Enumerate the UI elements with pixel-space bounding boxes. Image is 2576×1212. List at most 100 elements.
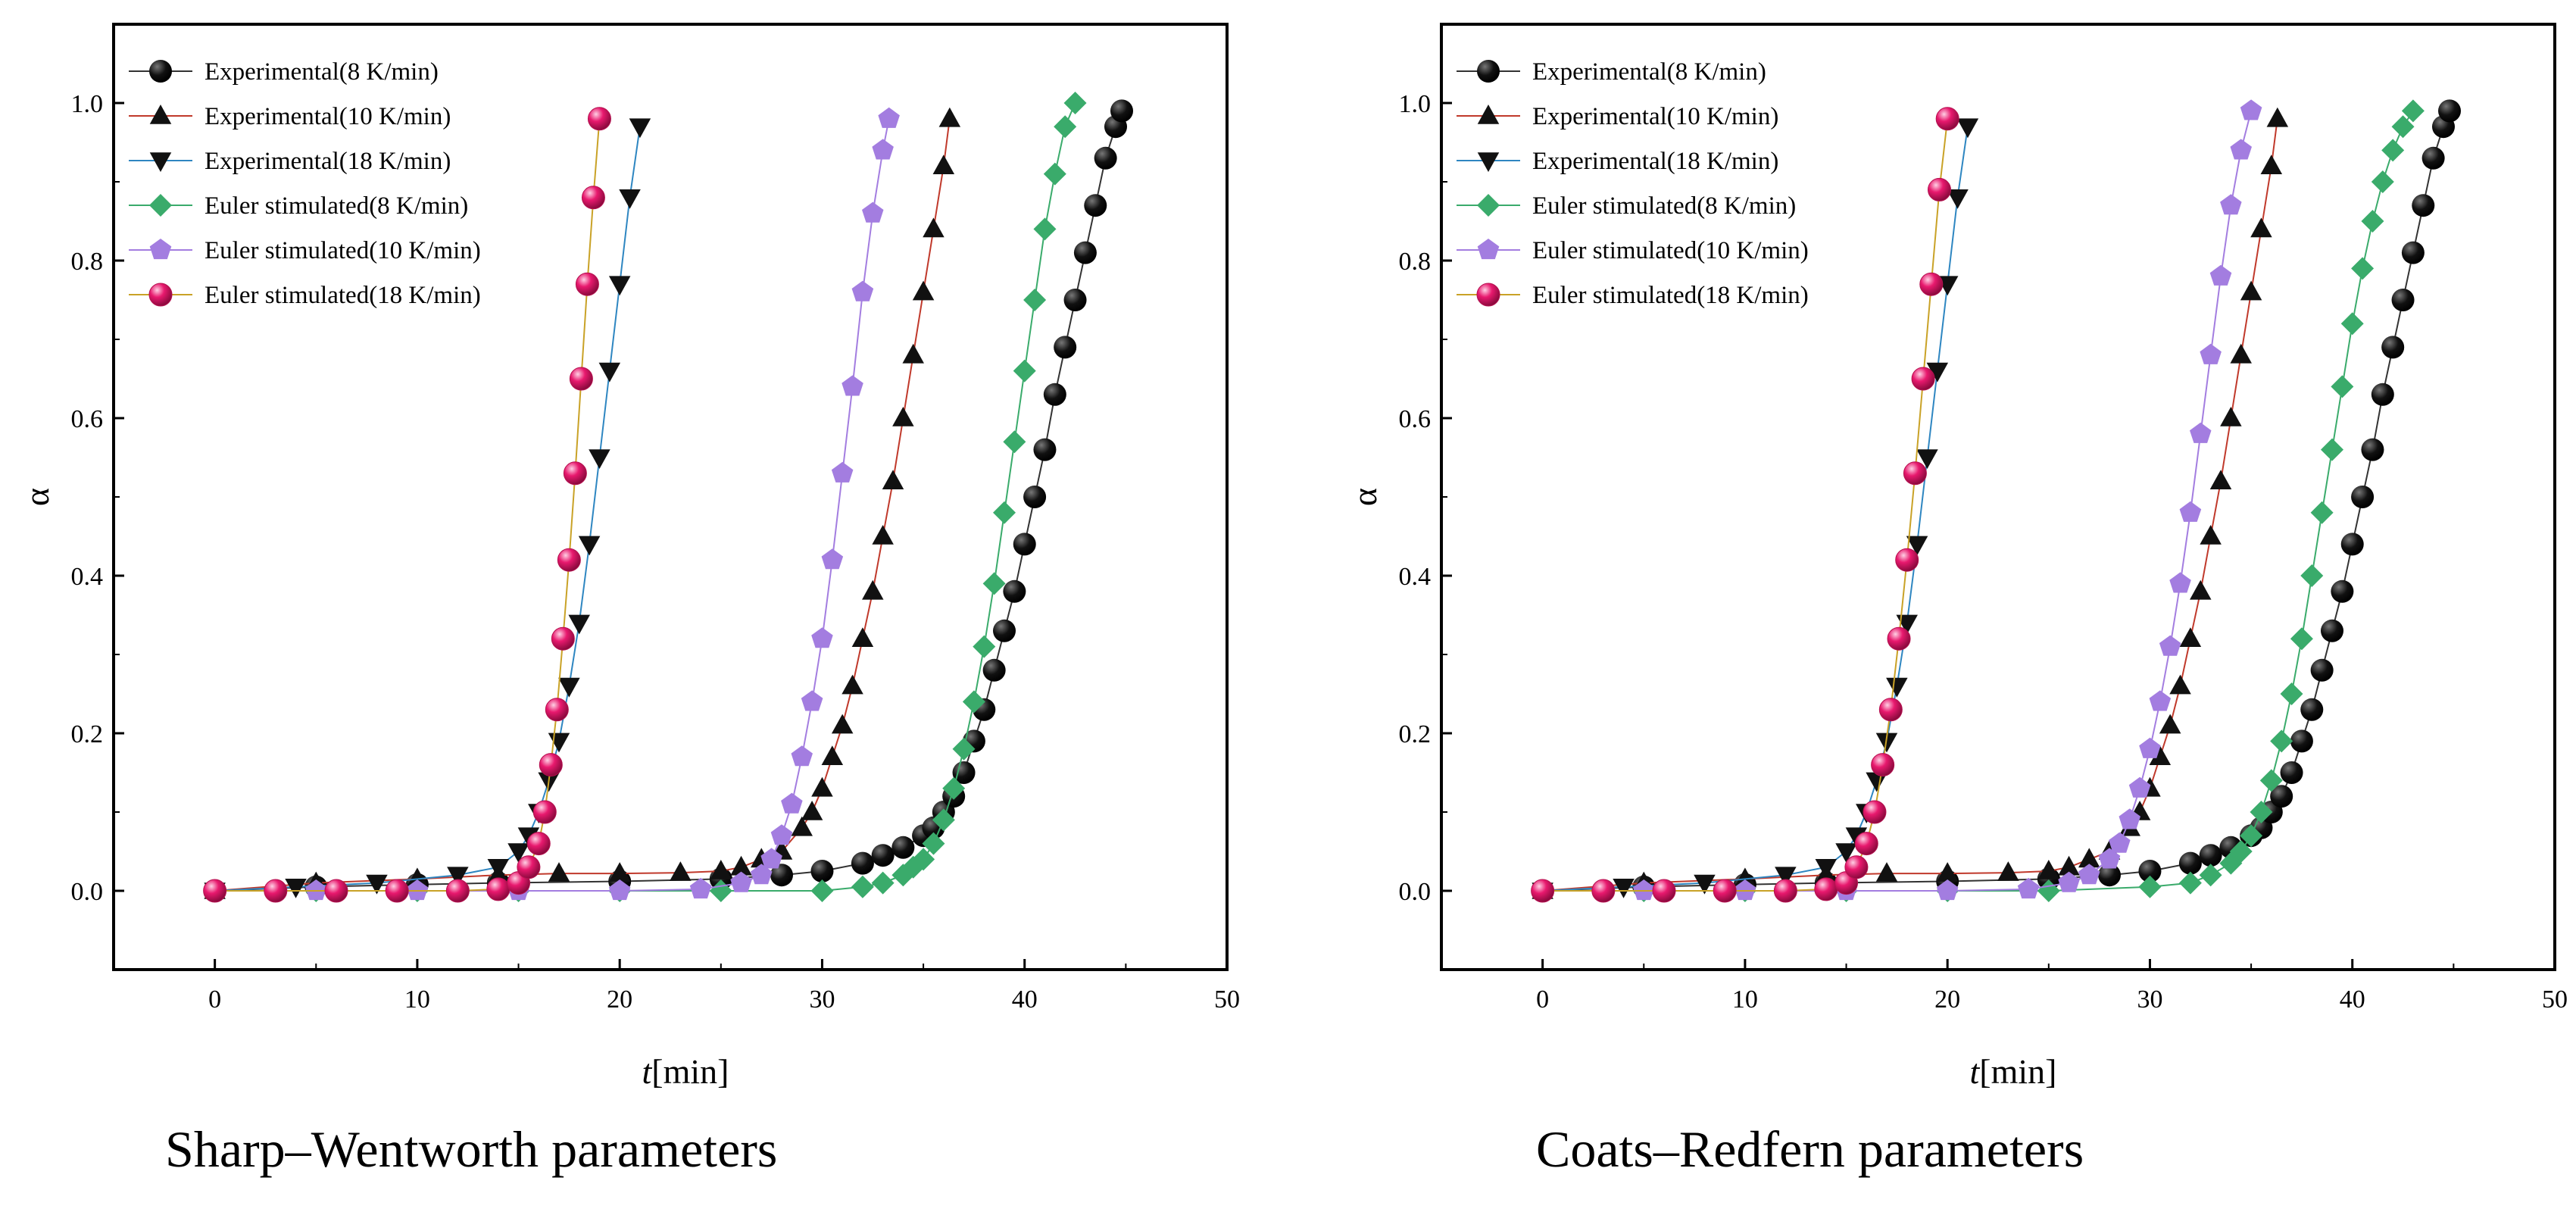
data-point-triangle-down bbox=[1775, 867, 1797, 887]
data-point-pentagon bbox=[2209, 264, 2232, 286]
data-point-sphere bbox=[1871, 753, 1895, 777]
data-point-diamond bbox=[912, 848, 935, 871]
data-point-diamond bbox=[962, 690, 985, 714]
data-point-circle bbox=[2438, 99, 2462, 123]
data-point-pentagon bbox=[760, 848, 782, 869]
legend-label: Euler stimulated(10 K/min) bbox=[205, 237, 481, 264]
data-point-triangle-up bbox=[406, 867, 429, 888]
x-tick-label: 10 bbox=[404, 986, 430, 1014]
x-tick-label: 0 bbox=[1536, 986, 1549, 1014]
data-point-circle bbox=[2098, 864, 2121, 887]
y-tick-label: 0.2 bbox=[1399, 720, 1432, 748]
legend: Experimental(8 K/min) Experimental(10 K/m… bbox=[129, 58, 481, 309]
data-point-pentagon bbox=[2200, 343, 2222, 364]
y-tick-label: 0.0 bbox=[1399, 878, 1432, 906]
series-line bbox=[1542, 111, 2450, 892]
data-point-pentagon bbox=[1633, 879, 1655, 901]
y-tick-label: 0.6 bbox=[71, 405, 104, 433]
data-point-diamond bbox=[922, 832, 945, 855]
data-point-diamond bbox=[1003, 430, 1026, 454]
data-point-circle bbox=[2391, 289, 2415, 311]
data-point-triangle-up bbox=[2240, 280, 2262, 301]
data-point-pentagon bbox=[872, 139, 894, 160]
data-point-pentagon bbox=[2078, 864, 2100, 885]
data-point-triangle-down bbox=[578, 536, 601, 556]
data-point-diamond bbox=[810, 879, 834, 902]
data-point-triangle-down bbox=[1866, 772, 1888, 792]
data-point-circle bbox=[2270, 785, 2293, 808]
data-point-triangle-down bbox=[589, 449, 610, 469]
data-point-pentagon bbox=[851, 280, 874, 301]
data-point-triangle-down bbox=[507, 843, 529, 863]
data-point-triangle-up bbox=[2260, 155, 2283, 174]
caption-left: Sharp–Wentworth parameters bbox=[165, 1120, 778, 1178]
data-point-pentagon bbox=[2179, 501, 2202, 522]
data-point-triangle-down bbox=[619, 189, 641, 209]
data-point-triangle-up bbox=[811, 776, 833, 797]
data-point-diamond bbox=[2280, 683, 2303, 705]
y-tick-label: 0.4 bbox=[1399, 563, 1432, 591]
data-point-pentagon bbox=[2119, 808, 2140, 829]
data-point-triangle-up bbox=[1875, 862, 1898, 882]
data-point-sphere bbox=[203, 879, 227, 903]
x-tick-label: 30 bbox=[809, 986, 835, 1014]
data-point-circle bbox=[1094, 146, 1117, 170]
data-point-pentagon bbox=[1936, 879, 1959, 901]
data-point-sphere bbox=[1591, 879, 1616, 903]
legend: Experimental(8 K/min) Experimental(10 K/m… bbox=[1457, 58, 1809, 309]
data-point-circle bbox=[2280, 761, 2303, 784]
data-point-triangle-up bbox=[821, 745, 844, 765]
data-point-circle bbox=[1043, 383, 1066, 406]
data-point-sphere bbox=[1814, 877, 1838, 901]
legend-marker-triangle-up bbox=[149, 105, 172, 124]
data-point-diamond bbox=[993, 501, 1016, 524]
data-point-pentagon bbox=[2149, 690, 2172, 711]
legend-marker-circle bbox=[149, 60, 172, 83]
data-point-sphere bbox=[1887, 626, 1911, 651]
data-point-pentagon bbox=[801, 690, 823, 711]
data-point-diamond bbox=[1063, 92, 1087, 114]
data-point-diamond bbox=[1013, 359, 1036, 383]
data-point-sphere bbox=[569, 367, 593, 391]
legend-label: Experimental(10 K/min) bbox=[205, 103, 451, 130]
series-triangle-up bbox=[1532, 107, 2289, 899]
series-line bbox=[1542, 110, 2414, 892]
data-point-triangle-up bbox=[938, 107, 961, 127]
x-tick-label: 20 bbox=[607, 986, 632, 1014]
series-sphere bbox=[1531, 107, 1959, 903]
data-point-circle bbox=[2138, 860, 2162, 882]
data-point-triangle-up bbox=[2230, 343, 2252, 364]
data-point-sphere bbox=[486, 877, 511, 901]
data-point-diamond bbox=[2250, 801, 2273, 823]
data-point-circle bbox=[2340, 533, 2364, 556]
legend-label: Experimental(8 K/min) bbox=[205, 58, 439, 86]
data-point-diamond bbox=[2340, 312, 2364, 336]
x-axis-title: t[min] bbox=[642, 1052, 729, 1091]
data-point-triangle-up bbox=[892, 407, 914, 426]
data-point-triangle-down bbox=[1694, 874, 1716, 895]
data-point-pentagon bbox=[751, 864, 773, 885]
series-sphere bbox=[203, 107, 611, 903]
legend-label: Experimental(18 K/min) bbox=[1532, 148, 1778, 175]
data-point-diamond bbox=[2199, 864, 2222, 887]
data-point-circle bbox=[1084, 194, 1107, 217]
legend-label: Experimental(8 K/min) bbox=[1532, 58, 1766, 86]
data-point-pentagon bbox=[831, 461, 854, 483]
data-point-sphere bbox=[1878, 698, 1903, 722]
legend-label: Experimental(10 K/min) bbox=[1532, 103, 1778, 130]
data-point-sphere bbox=[1854, 832, 1878, 856]
data-point-triangle-up bbox=[862, 579, 884, 600]
data-point-triangle-up bbox=[608, 862, 631, 882]
data-point-diamond bbox=[851, 875, 874, 898]
data-point-diamond bbox=[2401, 99, 2425, 123]
data-point-sphere bbox=[1895, 548, 1919, 572]
data-point-diamond bbox=[2381, 139, 2405, 162]
data-point-triangle-up bbox=[791, 816, 813, 836]
legend-marker-triangle-down bbox=[1477, 152, 1500, 172]
y-tick-label: 0.8 bbox=[71, 248, 104, 276]
data-point-triangle-down bbox=[1875, 733, 1898, 753]
data-point-triangle-up bbox=[2200, 525, 2222, 545]
series-line bbox=[1542, 118, 2278, 892]
data-point-triangle-down bbox=[1613, 879, 1635, 898]
data-point-circle bbox=[2321, 619, 2343, 642]
